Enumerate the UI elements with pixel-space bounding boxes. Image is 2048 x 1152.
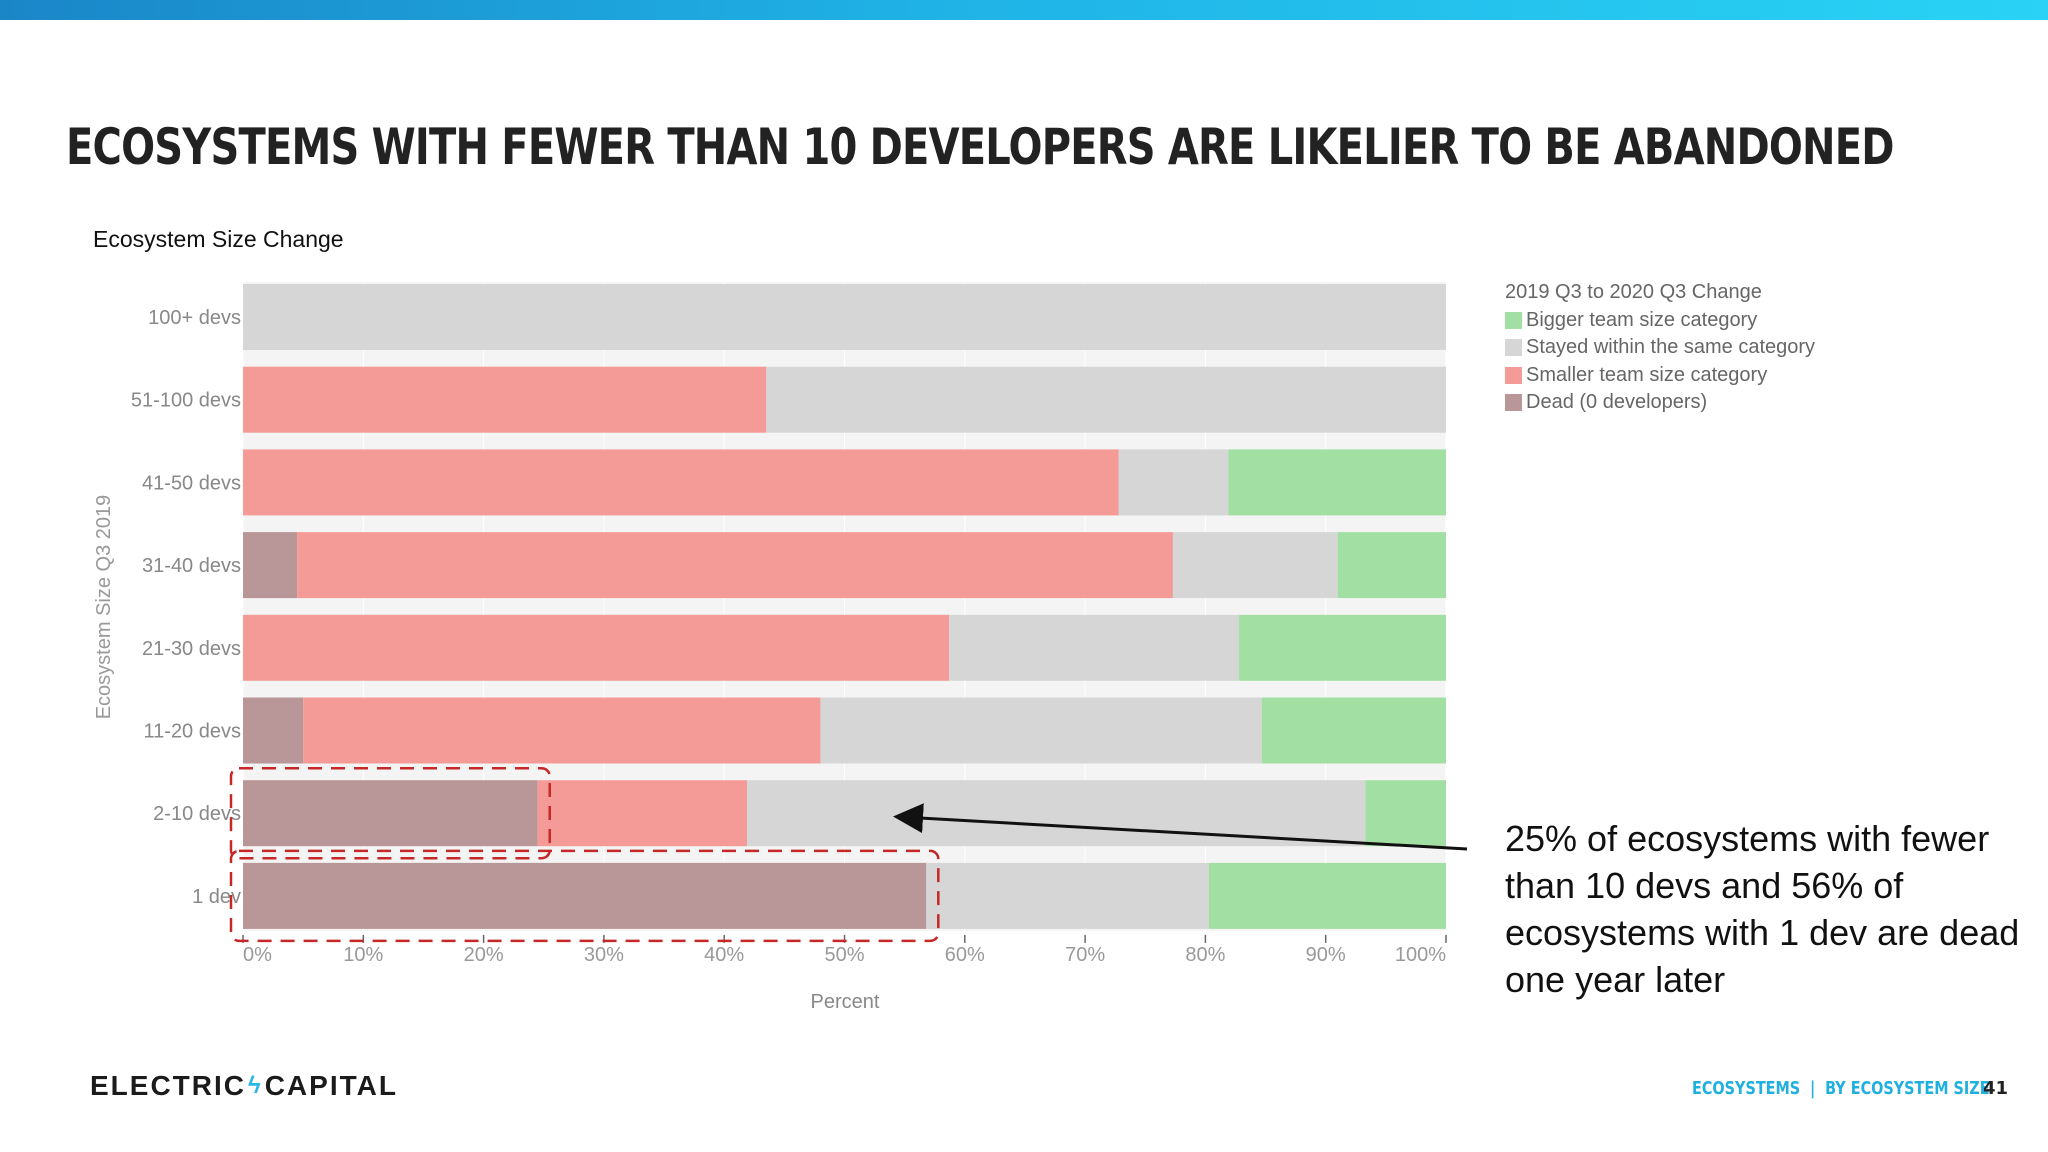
bar-11-20-devs-stayed-within-the-same-category — [820, 697, 1262, 764]
legend-item-bigger: Bigger team size category — [1505, 307, 1815, 335]
footer-section-label: ECOSYSTEMS | BY ECOSYSTEM SIZE — [1692, 1078, 1990, 1099]
legend-label-same: Stayed within the same category — [1526, 336, 1816, 358]
top-accent-bar — [0, 0, 2048, 20]
footer-section: ECOSYSTEMS — [1692, 1078, 1801, 1099]
x-tick-label: 100% — [1395, 944, 1446, 966]
legend: 2019 Q3 to 2020 Q3 Change Bigger team si… — [1505, 279, 1815, 417]
bar-41-50-devs-stayed-within-the-same-category — [1118, 449, 1229, 516]
page-number: 41 — [1983, 1078, 2009, 1099]
y-axis-title: Ecosystem Size Q3 2019 — [93, 495, 115, 720]
legend-swatch-dead — [1505, 394, 1522, 412]
bar-1-dev-dead-0-developers — [243, 862, 927, 929]
x-tick-label: 20% — [464, 944, 504, 966]
bar-21-30-devs-bigger-team-size-category — [1239, 614, 1446, 681]
x-tick-label: 40% — [704, 944, 744, 966]
x-tick-label: 70% — [1065, 944, 1105, 966]
x-tick-label: 0% — [243, 944, 272, 966]
bar-11-20-devs-dead-0-developers — [243, 697, 304, 764]
bar-2-10-devs-bigger-team-size-category — [1365, 780, 1446, 847]
bar-100plus-devs-stayed-within-the-same-category — [243, 284, 1446, 350]
bar-21-30-devs-smaller-team-size-category — [243, 614, 950, 681]
legend-item-same: Stayed within the same category — [1505, 334, 1815, 362]
x-tick-label: 10% — [343, 944, 383, 966]
footer-subsection: BY ECOSYSTEM SIZE — [1825, 1078, 1990, 1099]
legend-label-smaller: Smaller team size category — [1526, 363, 1768, 386]
legend-swatch-same — [1505, 339, 1522, 357]
y-tick-label: 51-100 devs — [131, 390, 241, 412]
y-tick-label: 1 dev — [192, 886, 241, 908]
bar-11-20-devs-smaller-team-size-category — [303, 697, 821, 764]
chart-heading: Ecosystem Size Change — [93, 226, 344, 252]
y-tick-label: 100+ devs — [148, 307, 241, 329]
bar-1-dev-stayed-within-the-same-category — [926, 862, 1210, 929]
slide-title: Ecosystems with fewer than 10 developers… — [66, 118, 1894, 176]
highlight-box-2-10-devs — [229, 766, 551, 860]
bar-2-10-devs-stayed-within-the-same-category — [747, 780, 1366, 847]
y-tick-label: 31-40 devs — [142, 555, 241, 577]
bar-51-100-devs-smaller-team-size-category — [243, 366, 767, 433]
bar-2-10-devs-dead-0-developers — [243, 780, 538, 847]
logo-text-left: ELECTRIC — [90, 1070, 246, 1101]
annotation-arrow — [893, 803, 1468, 851]
x-tick-label: 80% — [1185, 944, 1225, 966]
y-tick-label: 21-30 devs — [142, 638, 241, 660]
bar-41-50-devs-bigger-team-size-category — [1228, 449, 1446, 516]
legend-label-dead: Dead (0 developers) — [1526, 391, 1708, 413]
bar-1-dev-bigger-team-size-category — [1209, 862, 1446, 929]
legend-swatch-smaller — [1505, 366, 1522, 384]
x-axis-title: Percent — [811, 991, 880, 1013]
x-tick-label: 30% — [584, 944, 624, 966]
y-tick-label: 41-50 devs — [142, 472, 241, 494]
x-tick-label: 50% — [824, 944, 864, 966]
bar-31-40-devs-smaller-team-size-category — [297, 532, 1173, 599]
bar-51-100-devs-stayed-within-the-same-category — [766, 366, 1446, 433]
bar-31-40-devs-bigger-team-size-category — [1337, 532, 1446, 599]
legend-item-smaller: Smaller team size category — [1505, 362, 1815, 390]
y-tick-label: 2-10 devs — [153, 803, 241, 825]
x-tick-label: 60% — [945, 944, 985, 966]
bar-21-30-devs-stayed-within-the-same-category — [949, 614, 1240, 681]
y-tick-label: 11-20 devs — [144, 721, 241, 743]
chart-annotation: 25% of ecosystems with fewer than 10 dev… — [1505, 818, 2020, 1000]
bar-31-40-devs-dead-0-developers — [243, 532, 298, 599]
legend-title: 2019 Q3 to 2020 Q3 Change — [1505, 281, 1762, 303]
bar-11-20-devs-bigger-team-size-category — [1261, 697, 1446, 764]
legend-item-dead: Dead (0 developers) — [1505, 389, 1815, 417]
bar-2-10-devs-smaller-team-size-category — [537, 780, 748, 847]
bar-41-50-devs-smaller-team-size-category — [243, 449, 1119, 516]
legend-label-bigger: Bigger team size category — [1526, 308, 1758, 331]
lightning-bolt-icon: ϟ — [248, 1072, 263, 1099]
legend-swatch-bigger — [1505, 311, 1522, 329]
bar-31-40-devs-stayed-within-the-same-category — [1172, 532, 1338, 599]
x-tick-label: 90% — [1306, 944, 1346, 966]
footer-separator: | — [1810, 1078, 1816, 1099]
logo-text-right: CAPITAL — [264, 1070, 398, 1101]
highlight-box-1-dev — [229, 849, 940, 943]
electric-capital-logo: ELECTRIC ϟ CAPITAL — [90, 1070, 398, 1102]
